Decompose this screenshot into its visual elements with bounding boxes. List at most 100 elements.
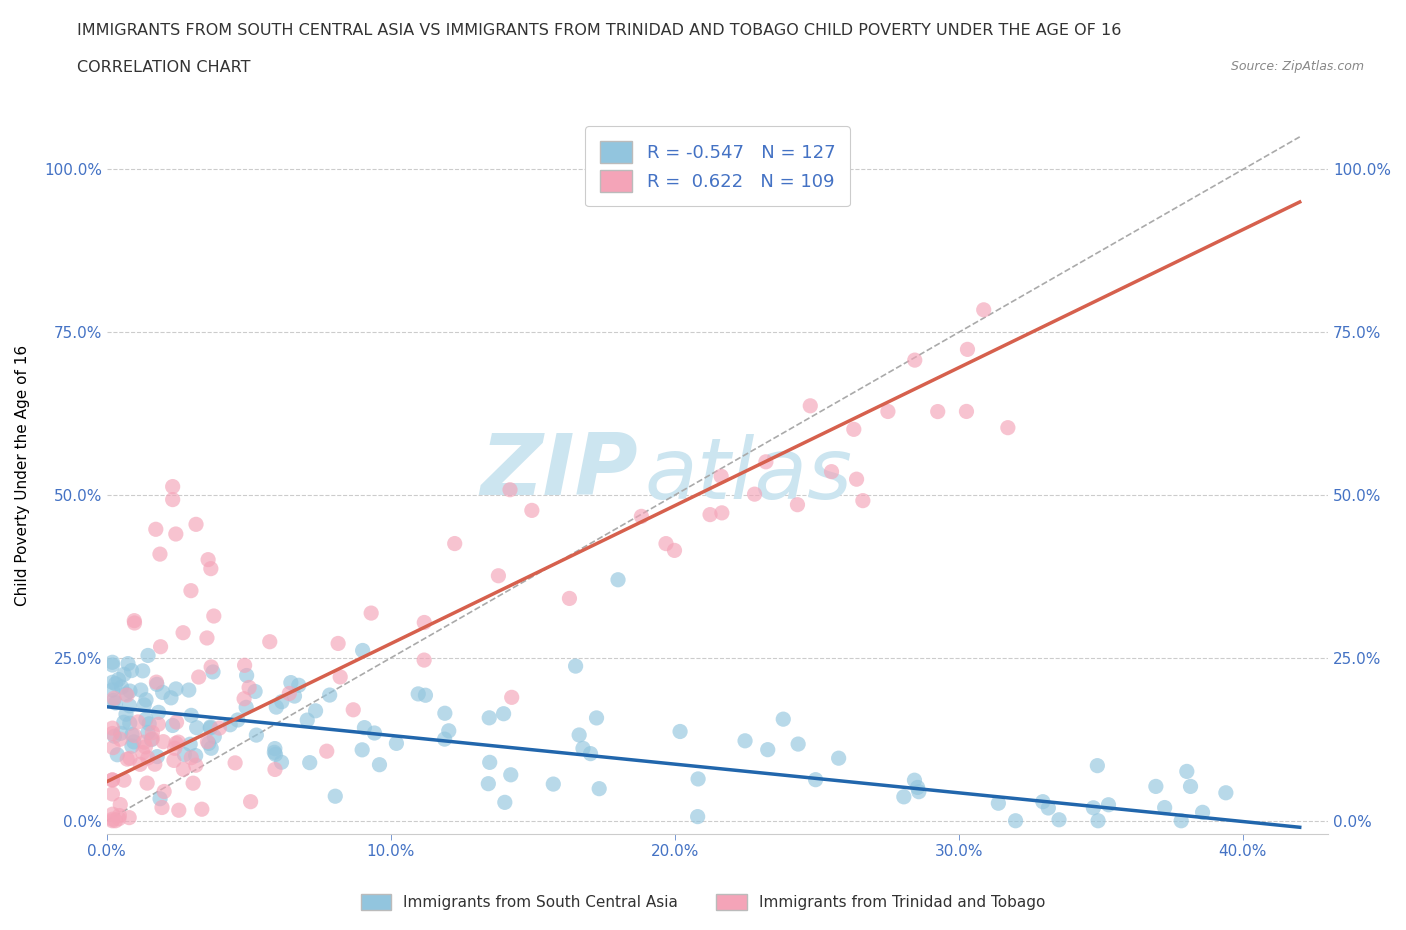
Point (224, 755, 246, 770)
Point (579, 746, 602, 761)
Point (135, 711, 157, 726)
Point (101, 806, 124, 821)
Point (699, 507, 721, 522)
Point (1047, 812, 1070, 827)
Point (263, 745, 285, 760)
Point (117, 657, 139, 671)
Point (558, 591, 581, 605)
Point (148, 705, 170, 720)
Point (124, 613, 146, 628)
Point (141, 732, 163, 747)
Point (298, 755, 321, 770)
Point (478, 755, 501, 770)
Point (135, 692, 157, 707)
Point (166, 714, 188, 729)
Point (415, 688, 437, 703)
Point (585, 711, 607, 725)
Point (163, 753, 186, 768)
Point (202, 608, 225, 623)
Point (200, 721, 222, 736)
Point (238, 680, 260, 695)
Point (342, 702, 364, 717)
Point (233, 658, 256, 672)
Point (385, 736, 408, 751)
Point (184, 758, 207, 773)
Point (104, 676, 127, 691)
Point (172, 625, 194, 640)
Point (669, 724, 692, 739)
Point (827, 751, 849, 765)
Point (877, 404, 900, 418)
Point (202, 665, 225, 680)
Point (688, 772, 710, 787)
Point (134, 739, 156, 754)
Point (1032, 794, 1054, 809)
Legend: R = -0.547   N = 127, R =  0.622   N = 109: R = -0.547 N = 127, R = 0.622 N = 109 (585, 126, 849, 206)
Point (110, 797, 132, 812)
Point (233, 691, 256, 706)
Point (494, 795, 516, 810)
Point (744, 486, 766, 501)
Point (664, 543, 686, 558)
Point (121, 727, 143, 742)
Point (219, 717, 242, 732)
Point (152, 685, 174, 700)
Point (186, 720, 208, 735)
Point (197, 734, 219, 749)
Point (101, 740, 124, 755)
Point (520, 503, 543, 518)
Point (101, 773, 124, 788)
Point (177, 683, 200, 698)
Point (997, 420, 1019, 435)
Point (907, 780, 929, 795)
Point (197, 552, 219, 567)
Point (756, 742, 779, 757)
Point (283, 688, 305, 703)
Point (852, 493, 875, 508)
Point (1170, 814, 1192, 829)
Point (323, 789, 346, 804)
Point (842, 422, 865, 437)
Point (200, 741, 222, 756)
Point (180, 751, 202, 765)
Point (129, 683, 152, 698)
Point (443, 536, 465, 551)
Point (112, 773, 135, 788)
Point (478, 711, 501, 725)
Point (297, 712, 319, 727)
Point (820, 464, 842, 479)
Point (165, 526, 187, 541)
Point (101, 655, 124, 670)
Point (1004, 814, 1026, 829)
Point (433, 732, 456, 747)
Point (235, 700, 257, 715)
Point (180, 583, 202, 598)
Point (118, 698, 141, 713)
Point (352, 643, 374, 658)
Point (134, 698, 156, 712)
Text: CORRELATION CHART: CORRELATION CHART (77, 60, 250, 75)
Point (278, 686, 301, 701)
Point (127, 714, 149, 729)
Point (363, 725, 385, 740)
Point (799, 398, 821, 413)
Point (136, 648, 159, 663)
Point (907, 784, 929, 799)
Point (138, 716, 160, 731)
Point (187, 670, 209, 684)
Point (413, 653, 436, 668)
Point (686, 809, 709, 824)
Point (146, 677, 169, 692)
Point (226, 712, 249, 727)
Point (145, 522, 167, 537)
Point (433, 706, 456, 721)
Point (149, 639, 172, 654)
Point (146, 750, 169, 764)
Point (927, 405, 949, 419)
Point (184, 517, 207, 532)
Point (270, 695, 292, 710)
Point (101, 773, 124, 788)
Point (101, 726, 124, 741)
Point (149, 791, 172, 806)
Point (786, 498, 808, 512)
